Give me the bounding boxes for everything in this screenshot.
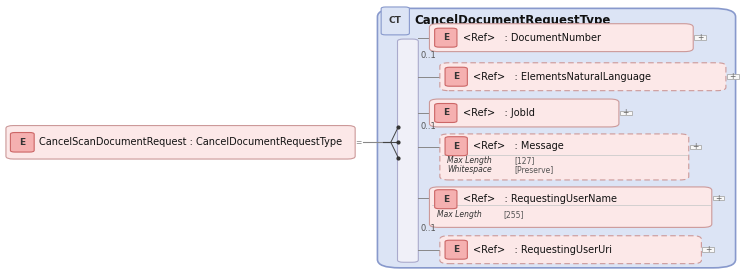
FancyBboxPatch shape [398,39,418,262]
FancyBboxPatch shape [445,67,467,86]
Text: +: + [623,109,629,117]
Text: [Preserve]: [Preserve] [514,165,554,174]
Text: Whitespace: Whitespace [447,165,492,174]
Text: Max Length: Max Length [437,210,481,219]
Text: <Ref>   : JobId: <Ref> : JobId [463,108,535,118]
FancyBboxPatch shape [440,63,726,91]
Text: E: E [443,33,449,42]
Text: <Ref>   : Message: <Ref> : Message [473,141,564,151]
FancyBboxPatch shape [10,133,34,152]
Text: E: E [453,245,459,254]
Text: <Ref>   : DocumentNumber: <Ref> : DocumentNumber [463,33,601,43]
FancyBboxPatch shape [620,111,632,115]
Text: +: + [716,194,721,203]
FancyBboxPatch shape [6,126,355,159]
FancyBboxPatch shape [727,74,739,79]
Text: CT: CT [389,16,402,25]
Text: =: = [355,138,361,147]
FancyBboxPatch shape [713,196,724,201]
Text: CancelDocumentRequestType: CancelDocumentRequestType [415,15,611,27]
Text: 0..1: 0..1 [421,224,436,233]
FancyBboxPatch shape [429,99,619,127]
FancyBboxPatch shape [435,104,457,122]
Text: <Ref>   : ElementsNaturalLanguage: <Ref> : ElementsNaturalLanguage [473,72,652,82]
Text: CancelScanDocumentRequest : CancelDocumentRequestType: CancelScanDocumentRequest : CancelDocume… [39,137,343,147]
FancyBboxPatch shape [690,145,701,149]
Text: E: E [443,109,449,117]
Text: <Ref>   : RequestingUserName: <Ref> : RequestingUserName [463,194,617,204]
FancyBboxPatch shape [381,7,409,35]
Text: [255]: [255] [504,210,525,219]
FancyBboxPatch shape [445,137,467,156]
Text: 0..1: 0..1 [421,122,436,131]
Text: 0..1: 0..1 [421,51,436,60]
FancyBboxPatch shape [445,240,467,259]
FancyBboxPatch shape [429,187,712,227]
Text: +: + [730,72,736,81]
FancyBboxPatch shape [429,24,693,52]
FancyBboxPatch shape [694,35,706,40]
Text: E: E [453,72,459,81]
Text: E: E [19,138,25,147]
FancyBboxPatch shape [702,247,714,252]
Text: E: E [453,142,459,151]
Text: Max Length: Max Length [447,156,492,165]
FancyBboxPatch shape [435,190,457,209]
Text: +: + [697,33,703,42]
FancyBboxPatch shape [377,8,736,268]
Text: [127]: [127] [514,156,534,165]
Text: +: + [705,245,711,254]
FancyBboxPatch shape [440,134,689,180]
FancyBboxPatch shape [435,28,457,47]
Text: E: E [443,195,449,204]
FancyBboxPatch shape [440,236,701,264]
Text: <Ref>   : RequestingUserUri: <Ref> : RequestingUserUri [473,245,612,255]
Text: +: + [692,142,698,151]
